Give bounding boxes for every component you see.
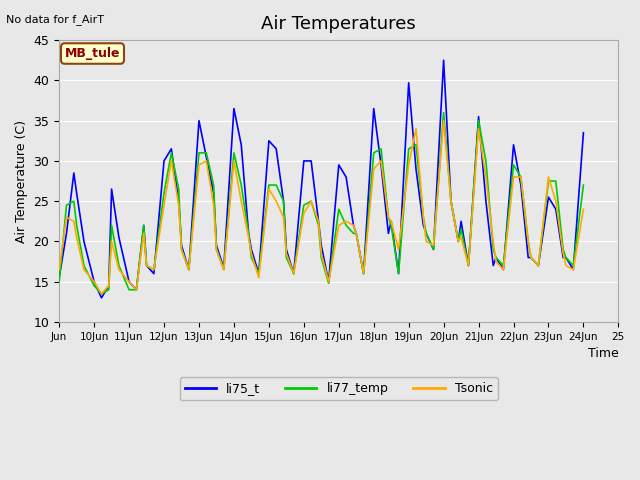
Y-axis label: Air Temperature (C): Air Temperature (C) xyxy=(15,120,28,242)
Text: MB_tule: MB_tule xyxy=(65,47,120,60)
Title: Air Temperatures: Air Temperatures xyxy=(261,15,416,33)
Text: No data for f_AirT: No data for f_AirT xyxy=(6,14,104,25)
Legend: li75_t, li77_temp, Tsonic: li75_t, li77_temp, Tsonic xyxy=(180,377,498,400)
X-axis label: Time: Time xyxy=(588,347,618,360)
